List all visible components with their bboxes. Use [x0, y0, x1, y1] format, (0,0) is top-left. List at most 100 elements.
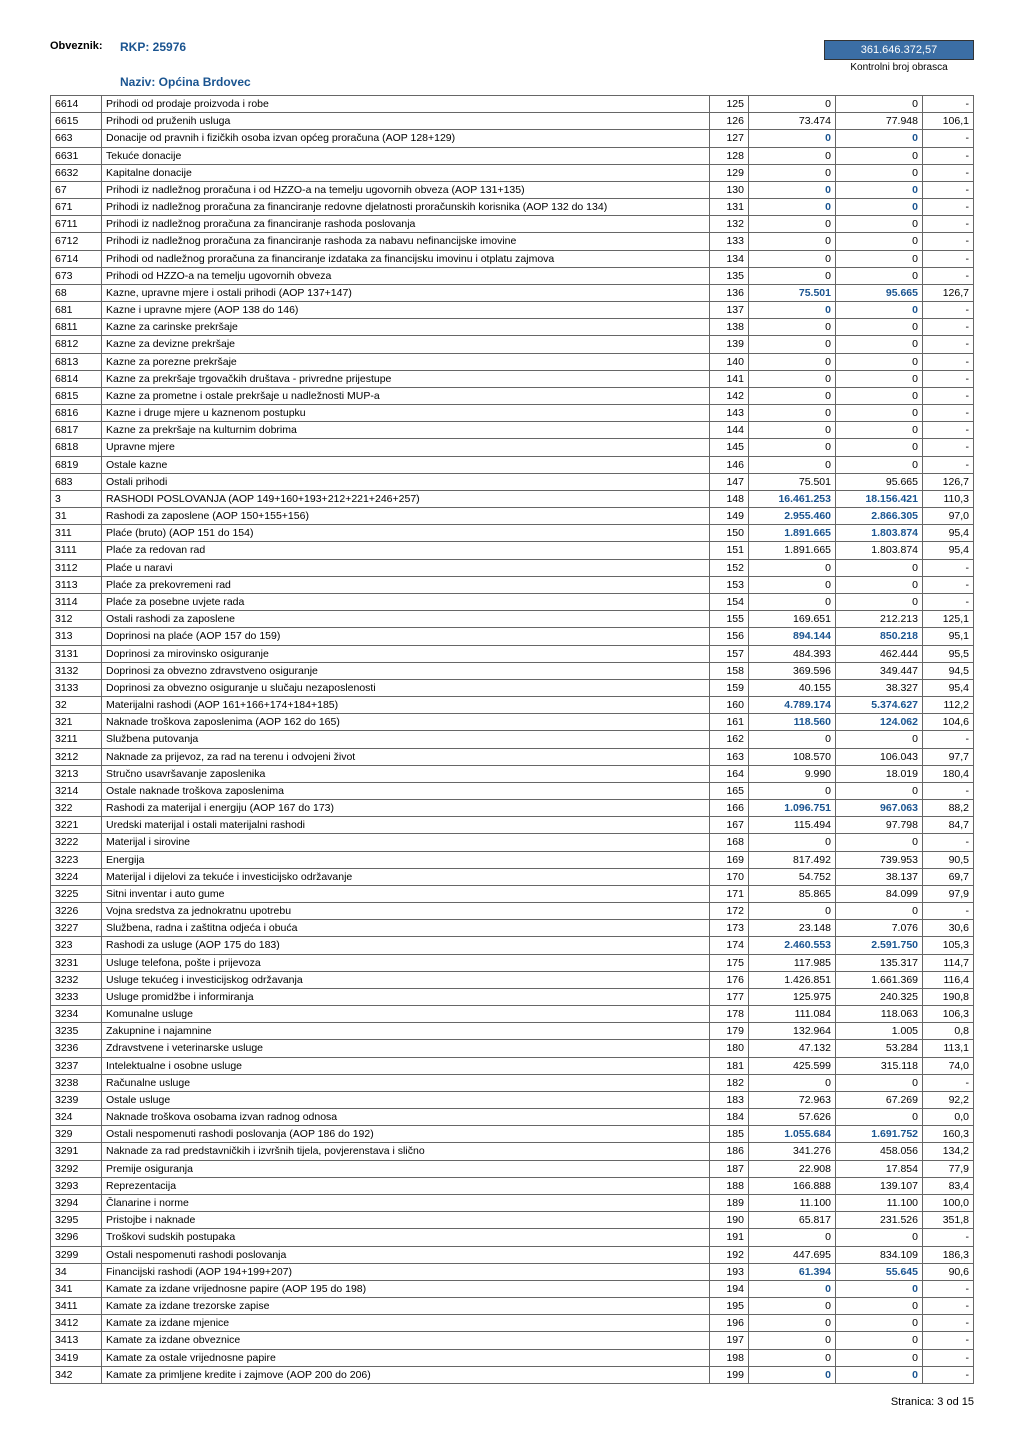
cell-v3: 84,7	[923, 817, 974, 834]
cell-v1: 0	[749, 834, 836, 851]
cell-v3: 104,6	[923, 714, 974, 731]
cell-aop: 171	[710, 885, 749, 902]
cell-v2: 0	[836, 370, 923, 387]
cell-desc: Kamate za ostale vrijednosne papire	[102, 1349, 710, 1366]
cell-v3: -	[923, 1332, 974, 1349]
cell-v3: 95,5	[923, 645, 974, 662]
cell-v1: 425.599	[749, 1057, 836, 1074]
cell-desc: Kazne za carinske prekršaje	[102, 319, 710, 336]
cell-v1: 0	[749, 147, 836, 164]
table-row: 68Kazne, upravne mjere i ostali prihodi …	[51, 284, 974, 301]
cell-v1: 0	[749, 731, 836, 748]
cell-v1: 0	[749, 130, 836, 147]
cell-desc: Troškovi sudskih postupaka	[102, 1229, 710, 1246]
cell-v1: 118.560	[749, 714, 836, 731]
cell-v1: 166.888	[749, 1177, 836, 1194]
cell-v2: 315.118	[836, 1057, 923, 1074]
cell-v3: -	[923, 405, 974, 422]
cell-aop: 196	[710, 1315, 749, 1332]
cell-v3: -	[923, 559, 974, 576]
table-row: 321Naknade troškova zaposlenima (AOP 162…	[51, 714, 974, 731]
cell-v2: 462.444	[836, 645, 923, 662]
cell-v2: 118.063	[836, 1006, 923, 1023]
cell-v1: 75.501	[749, 284, 836, 301]
cell-code: 313	[51, 628, 102, 645]
cell-code: 6815	[51, 387, 102, 404]
cell-v1: 23.148	[749, 920, 836, 937]
table-row: 3291Naknade za rad predstavničkih i izvr…	[51, 1143, 974, 1160]
cell-desc: Kamate za izdane mjenice	[102, 1315, 710, 1332]
table-row: 3133Doprinosi za obvezno osiguranje u sl…	[51, 679, 974, 696]
cell-desc: Intelektualne i osobne usluge	[102, 1057, 710, 1074]
cell-v2: 0	[836, 233, 923, 250]
table-row: 3111Plaće za redovan rad1511.891.6651.80…	[51, 542, 974, 559]
cell-code: 3132	[51, 662, 102, 679]
cell-v1: 75.501	[749, 473, 836, 490]
cell-v3: -	[923, 147, 974, 164]
cell-aop: 181	[710, 1057, 749, 1074]
cell-aop: 141	[710, 370, 749, 387]
cell-v3: 95,4	[923, 525, 974, 542]
table-row: 3212Naknade za prijevoz, za rad na teren…	[51, 748, 974, 765]
cell-code: 6714	[51, 250, 102, 267]
cell-v1: 369.596	[749, 662, 836, 679]
cell-v2: 0	[836, 1229, 923, 1246]
cell-v3: -	[923, 130, 974, 147]
cell-v2: 18.156.421	[836, 490, 923, 507]
cell-aop: 163	[710, 748, 749, 765]
cell-aop: 143	[710, 405, 749, 422]
table-row: 3213Stručno usavršavanje zaposlenika1649…	[51, 765, 974, 782]
cell-aop: 192	[710, 1246, 749, 1263]
cell-desc: Financijski rashodi (AOP 194+199+207)	[102, 1263, 710, 1280]
cell-v2: 0	[836, 422, 923, 439]
table-row: 3237Intelektualne i osobne usluge181425.…	[51, 1057, 974, 1074]
cell-v1: 47.132	[749, 1040, 836, 1057]
table-row: 3292Premije osiguranja18722.90817.85477,…	[51, 1160, 974, 1177]
cell-v3: 190,8	[923, 988, 974, 1005]
cell-desc: Komunalne usluge	[102, 1006, 710, 1023]
cell-aop: 132	[710, 216, 749, 233]
cell-v2: 0	[836, 387, 923, 404]
cell-aop: 194	[710, 1280, 749, 1297]
cell-aop: 176	[710, 971, 749, 988]
cell-code: 3295	[51, 1212, 102, 1229]
cell-aop: 177	[710, 988, 749, 1005]
cell-aop: 156	[710, 628, 749, 645]
table-row: 3RASHODI POSLOVANJA (AOP 149+160+193+212…	[51, 490, 974, 507]
cell-v1: 817.492	[749, 851, 836, 868]
cell-v1: 0	[749, 405, 836, 422]
cell-aop: 178	[710, 1006, 749, 1023]
cell-code: 3211	[51, 731, 102, 748]
cell-desc: Kazne za prometne i ostale prekršaje u n…	[102, 387, 710, 404]
cell-v1: 0	[749, 181, 836, 198]
cell-v3: -	[923, 319, 974, 336]
cell-v1: 85.865	[749, 885, 836, 902]
cell-v3: 112,2	[923, 697, 974, 714]
cell-aop: 190	[710, 1212, 749, 1229]
cell-v3: 95,4	[923, 542, 974, 559]
cell-aop: 133	[710, 233, 749, 250]
cell-desc: Kamate za izdane vrijednosne papire (AOP…	[102, 1280, 710, 1297]
table-row: 6811Kazne za carinske prekršaje13800-	[51, 319, 974, 336]
cell-code: 6814	[51, 370, 102, 387]
cell-code: 3294	[51, 1195, 102, 1212]
cell-aop: 149	[710, 508, 749, 525]
cell-v1: 0	[749, 439, 836, 456]
cell-v2: 7.076	[836, 920, 923, 937]
cell-v3: 74,0	[923, 1057, 974, 1074]
page-footer: Stranica: 3 od 15	[50, 1396, 974, 1408]
cell-v1: 0	[749, 903, 836, 920]
cell-v1: 16.461.253	[749, 490, 836, 507]
cell-desc: Naknade za prijevoz, za rad na terenu i …	[102, 748, 710, 765]
table-row: 323Rashodi za usluge (AOP 175 do 183)174…	[51, 937, 974, 954]
cell-v1: 1.426.851	[749, 971, 836, 988]
table-row: 329Ostali nespomenuti rashodi poslovanja…	[51, 1126, 974, 1143]
cell-v2: 850.218	[836, 628, 923, 645]
cell-v3: 160,3	[923, 1126, 974, 1143]
cell-aop: 134	[710, 250, 749, 267]
cell-code: 3213	[51, 765, 102, 782]
cell-desc: Plaće u naravi	[102, 559, 710, 576]
cell-v2: 77.948	[836, 113, 923, 130]
cell-v2: 38.327	[836, 679, 923, 696]
cell-code: 3227	[51, 920, 102, 937]
